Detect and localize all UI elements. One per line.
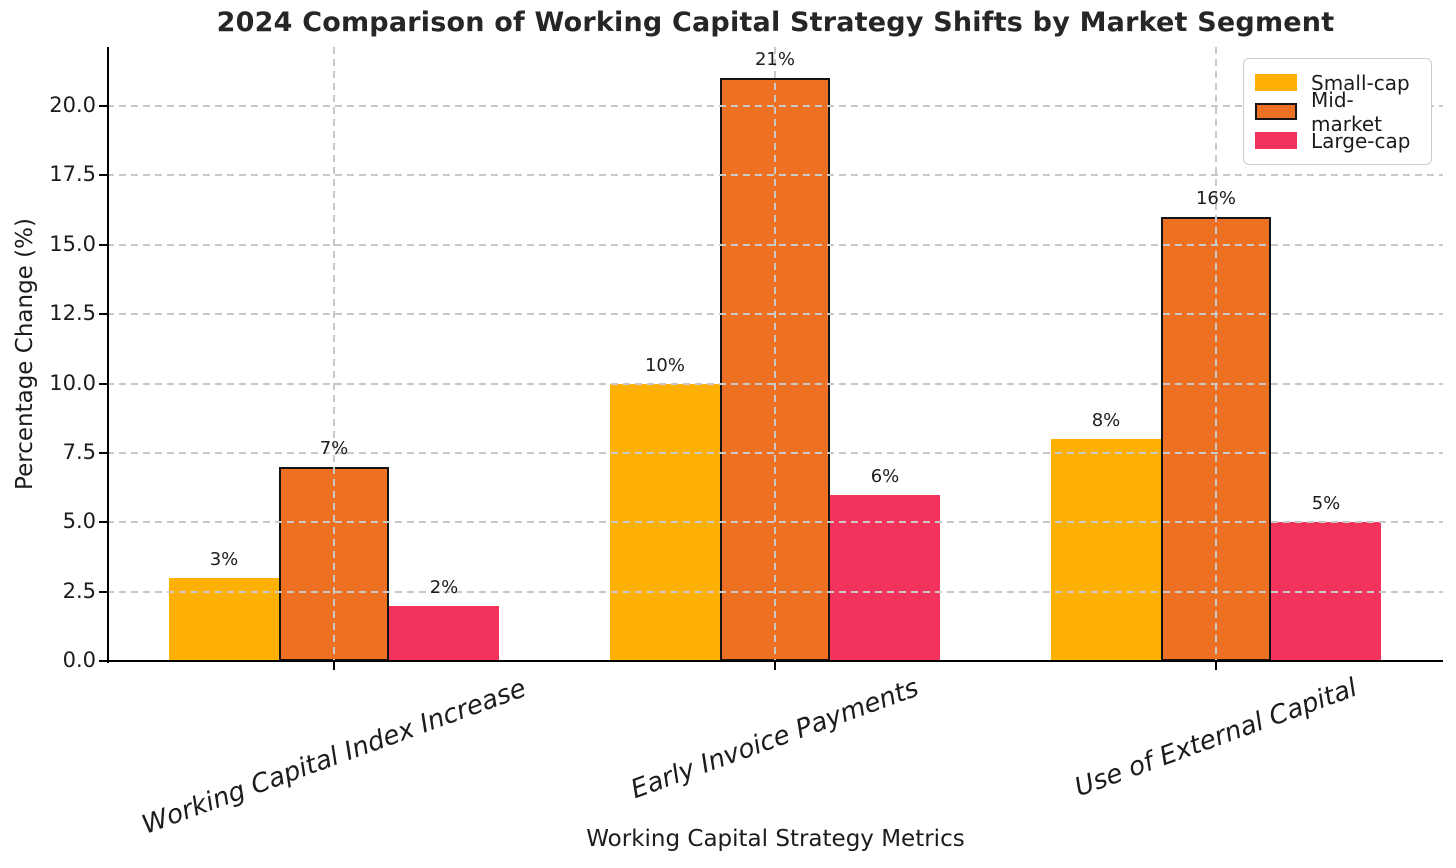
y-tick-label: 20.0: [49, 93, 96, 117]
chart-title: 2024 Comparison of Working Capital Strat…: [216, 7, 1335, 38]
bar-value-label: 3%: [209, 548, 239, 570]
y-tick-mark: [99, 105, 107, 107]
bar-value-label: 2%: [429, 576, 459, 598]
bar-value-label: 16%: [1195, 188, 1236, 209]
legend-row: Large-cap: [1255, 126, 1419, 155]
y-axis-label: Percentage Change (%): [12, 218, 38, 490]
y-tick-label: 12.5: [49, 301, 96, 326]
x-tick-mark: [774, 661, 776, 670]
legend-label: Small-cap: [1311, 70, 1410, 95]
bar-value-label: 10%: [644, 354, 685, 376]
bar-value-label: 8%: [1091, 410, 1121, 431]
y-tick-label: 15.0: [49, 231, 96, 256]
y-tick-label: 2.5: [62, 578, 96, 603]
x-tick-label: Use of External Capital: [1070, 673, 1362, 804]
v-gridline: [774, 47, 776, 661]
legend-row: Small-cap: [1255, 68, 1419, 97]
x-axis-label: Working Capital Strategy Metrics: [586, 826, 965, 852]
y-tick-label: 10.0: [49, 370, 96, 395]
x-tick-mark: [1215, 661, 1217, 670]
x-tick-mark: [333, 661, 335, 670]
bar-value-label: 21%: [754, 49, 795, 71]
bar-small-cap: [1051, 439, 1161, 661]
legend-swatch-icon: [1255, 132, 1297, 149]
x-axis-spine: [107, 659, 1443, 662]
legend-label: Large-cap: [1311, 128, 1411, 153]
bar-value-label: 6%: [870, 465, 900, 487]
legend-label: Mid-market: [1311, 87, 1382, 136]
bar-value-label: 5%: [1311, 493, 1341, 515]
x-tick-label: Working Capital Index Increase: [138, 672, 531, 841]
y-tick-mark: [99, 174, 107, 177]
y-tick-label: 17.5: [49, 162, 96, 187]
y-tick-mark: [99, 660, 107, 662]
legend-swatch-icon: [1255, 74, 1297, 91]
v-gridline: [1215, 47, 1217, 661]
v-gridline: [333, 47, 335, 661]
y-tick-mark: [99, 313, 107, 316]
bar-large-cap: [830, 494, 940, 661]
y-tick-mark: [99, 521, 107, 524]
y-tick-label: 7.5: [62, 439, 96, 464]
y-tick-mark: [99, 451, 107, 454]
legend: Small-cap Mid-market Large-cap: [1243, 58, 1432, 165]
x-tick-label: Early Invoice Payments: [627, 673, 923, 806]
bar-large-cap: [389, 605, 499, 661]
bar-value-label: 7%: [319, 437, 349, 459]
y-tick-label: 0.0: [62, 648, 96, 672]
legend-swatch-icon: [1255, 103, 1297, 120]
y-tick-mark: [99, 590, 107, 593]
y-tick-label: 5.0: [62, 509, 96, 534]
y-tick-mark: [99, 243, 107, 246]
legend-row: Mid-market: [1255, 88, 1419, 136]
y-tick-mark: [99, 382, 107, 385]
y-axis-spine: [107, 47, 109, 663]
